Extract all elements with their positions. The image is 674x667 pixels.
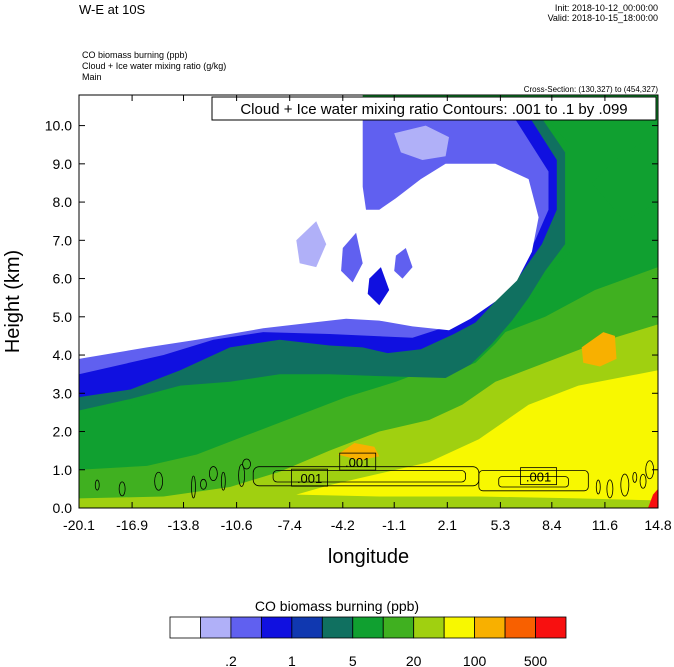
colorbar-swatch xyxy=(504,616,536,639)
colorbar-label: 500 xyxy=(524,653,548,667)
y-tick-label: 10.0 xyxy=(45,118,72,134)
cloud-contours xyxy=(94,458,655,499)
x-tick-label: 5.3 xyxy=(491,517,511,533)
field-region-12 xyxy=(394,125,449,160)
cloud-contour-blob xyxy=(220,471,226,491)
x-tick-label: -16.9 xyxy=(116,517,148,533)
y-tick-label: 5.0 xyxy=(53,309,73,325)
colorbar-swatch xyxy=(352,616,384,639)
y-tick-label: 0.0 xyxy=(53,500,73,516)
colorbar-swatch xyxy=(382,616,415,639)
field-region-13 xyxy=(79,95,539,359)
colorbar-label: 100 xyxy=(463,653,487,667)
colorbar-swatch xyxy=(200,616,232,639)
colorbar-label: 20 xyxy=(406,653,422,667)
colorbar-label: 1 xyxy=(288,653,296,667)
y-tick-label: 7.0 xyxy=(53,232,73,248)
contour-label: .001 xyxy=(345,455,370,470)
y-tick-label: 2.0 xyxy=(53,424,73,440)
contour-info-box xyxy=(211,96,657,121)
colorbar-swatch xyxy=(260,616,293,639)
x-tick-label: 11.6 xyxy=(592,517,618,533)
colorbar-swatch xyxy=(321,616,354,639)
valid-time: Valid: 2018-10-15_18:00:00 xyxy=(547,13,658,23)
contour-label-box xyxy=(520,467,557,486)
cross-section-label: Cross-Section: (130,327) to (454,327) xyxy=(523,85,658,94)
x-tick-label: -4.2 xyxy=(331,517,355,533)
colorbar-swatch xyxy=(230,616,262,639)
y-tick-label: 9.0 xyxy=(53,156,73,172)
colorbar-label: .2 xyxy=(225,653,237,667)
y-tick-label: 4.0 xyxy=(53,347,73,363)
x-tick-label: -10.6 xyxy=(221,517,253,533)
cloud-contour-line xyxy=(272,470,466,483)
contour-label-box xyxy=(339,452,377,471)
contour-label-box xyxy=(291,468,329,487)
y-axis-label: Height (km) xyxy=(2,250,24,353)
cloud-contour-blob xyxy=(632,472,638,483)
x-tick-label: -13.8 xyxy=(168,517,200,533)
contour-label: .001 xyxy=(526,470,551,485)
colorbar-label: 5 xyxy=(349,653,357,667)
colorbar-swatch xyxy=(291,616,323,639)
cloud-contour-blob xyxy=(620,473,630,497)
cloud-contour-blob xyxy=(94,479,100,491)
cloud-contour-blob xyxy=(200,478,207,490)
axes: 0.0 1.0 2.0 3.0 4.0 5.0 6.0 7.0 8.0 9.0 10.0 -20.1 -… xyxy=(2,94,672,568)
colorbar: .2 1 5 20 100 500 xyxy=(169,616,567,667)
colorbar-swatch xyxy=(535,616,567,639)
colorbar-swatch xyxy=(474,616,506,639)
y-tick-label: 3.0 xyxy=(53,385,73,401)
cloud-contour-blob xyxy=(191,475,196,499)
cloud-contour-blob xyxy=(154,471,164,491)
cloud-contour-line xyxy=(498,476,569,488)
x-tick-label: 14.8 xyxy=(644,517,671,533)
plot-area xyxy=(79,95,658,508)
y-tick-label: 8.0 xyxy=(53,194,73,210)
field-region-15 xyxy=(341,232,363,283)
field-region-2 xyxy=(296,370,658,501)
colorbar-swatch xyxy=(413,616,445,639)
field-label-cloud: Cloud + Ice water mixing ratio (g/kg) xyxy=(82,61,227,71)
plot-frame xyxy=(78,94,659,509)
y-tick-label: 6.0 xyxy=(53,271,73,287)
field-region-6 xyxy=(591,133,658,222)
x-tick-label: 2.1 xyxy=(438,517,458,533)
colorbar-swatch xyxy=(443,616,476,639)
y-tick-label: 1.0 xyxy=(53,462,73,478)
field-label-main: Main xyxy=(82,72,102,82)
field-region-16 xyxy=(367,267,390,306)
cloud-contour-blob xyxy=(595,479,601,495)
contour-label: .001 xyxy=(297,471,322,486)
x-tick-label: 8.4 xyxy=(542,517,562,533)
field-label-co: CO biomass burning (ppb) xyxy=(82,50,188,60)
plot-overlay: .001 .001 .001 Cloud + Ice water mixing rat… xyxy=(211,96,657,487)
field-region-18 xyxy=(648,488,658,508)
cloud-contour-blob xyxy=(118,481,126,497)
contour-info-label: Cloud + Ice water mixing ratio Contours:… xyxy=(240,101,627,118)
field-region-3 xyxy=(337,443,380,461)
field-region-4 xyxy=(581,332,617,367)
colorbar-title: CO biomass burning (ppb) xyxy=(254,598,420,614)
x-axis-label: longitude xyxy=(328,546,409,568)
cloud-contour-blob xyxy=(639,473,647,489)
chart-title: W-E at 10S xyxy=(79,2,146,17)
cloud-contour-blob xyxy=(208,466,218,481)
field-region-17 xyxy=(394,248,413,279)
cloud-contour-blob xyxy=(606,479,614,499)
x-tick-label: -20.1 xyxy=(63,517,95,533)
cloud-contour-blob xyxy=(238,464,245,487)
cloud-contour-line xyxy=(478,470,589,492)
cloud-contour-blob xyxy=(242,458,251,470)
x-tick-label: -7.4 xyxy=(278,517,302,533)
field-region-14 xyxy=(296,221,327,268)
init-time: Init: 2018-10-12_00:00:00 xyxy=(554,3,658,13)
colorbar-swatch xyxy=(169,616,201,639)
x-tick-label: -1.1 xyxy=(382,517,406,533)
